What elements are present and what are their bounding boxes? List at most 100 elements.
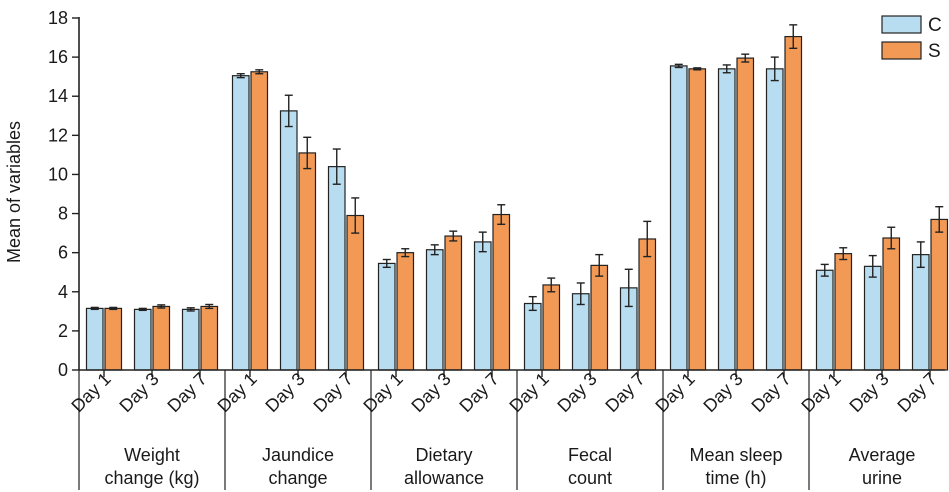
bar-s bbox=[104, 307, 123, 371]
x-tick-label: Day 1 bbox=[359, 369, 406, 416]
bar-s bbox=[492, 213, 511, 371]
bar-c bbox=[377, 262, 396, 371]
x-tick-label: Day 7 bbox=[163, 369, 210, 416]
group-label: urine bbox=[862, 468, 902, 488]
group-label: Dietary bbox=[415, 445, 472, 465]
x-tick-label: Day 1 bbox=[213, 369, 260, 416]
error-bar bbox=[138, 307, 147, 312]
error-bar bbox=[109, 306, 118, 311]
bar-s bbox=[736, 57, 755, 371]
error-bar bbox=[236, 73, 245, 79]
group-label: Jaundice bbox=[262, 445, 334, 465]
error-bar bbox=[674, 63, 683, 69]
error-bar bbox=[401, 248, 410, 258]
bar-c bbox=[327, 166, 346, 371]
bar-c bbox=[133, 308, 152, 371]
error-bar bbox=[643, 220, 652, 258]
x-tick-label: Day 3 bbox=[553, 369, 600, 416]
error-bar bbox=[528, 295, 537, 312]
group-label: Average bbox=[849, 445, 916, 465]
error-bar bbox=[887, 226, 896, 250]
error-bar bbox=[868, 254, 877, 278]
error-bar bbox=[186, 307, 195, 312]
bars bbox=[85, 24, 949, 371]
error-bar bbox=[624, 268, 633, 308]
bar-s bbox=[834, 253, 853, 371]
legend: CS bbox=[881, 15, 942, 62]
error-bar bbox=[351, 197, 360, 234]
error-bar bbox=[157, 304, 166, 309]
error-bar bbox=[255, 69, 264, 75]
error-bar bbox=[741, 53, 750, 63]
x-tick-label: Day 7 bbox=[747, 369, 794, 416]
x-tick-label: Day 3 bbox=[261, 369, 308, 416]
bar-c bbox=[765, 68, 784, 371]
x-tick-label: Day 3 bbox=[115, 369, 162, 416]
bar-s bbox=[298, 152, 317, 371]
y-tick-label: 12 bbox=[48, 125, 68, 145]
y-tick-label: 14 bbox=[48, 86, 68, 106]
error-bar bbox=[430, 244, 439, 256]
group-label: Weight bbox=[124, 445, 180, 465]
legend-swatch bbox=[881, 41, 922, 60]
y-tick-label: 2 bbox=[58, 321, 68, 341]
error-bar bbox=[284, 94, 293, 128]
bar-s bbox=[590, 264, 609, 371]
x-tick-label: Day 3 bbox=[845, 369, 892, 416]
group-label: count bbox=[568, 468, 612, 488]
group-label: Mean sleep bbox=[689, 445, 782, 465]
bar-s bbox=[638, 238, 657, 371]
error-bar bbox=[478, 231, 487, 253]
bar-s bbox=[396, 252, 415, 371]
error-bar bbox=[332, 148, 341, 185]
bar-s bbox=[152, 305, 171, 371]
group-label: allowance bbox=[404, 468, 484, 488]
x-tick-label: Day 3 bbox=[699, 369, 746, 416]
error-bar bbox=[90, 306, 99, 311]
bar-s bbox=[688, 68, 707, 371]
bar-s bbox=[250, 71, 269, 371]
x-tick-label: Day 7 bbox=[455, 369, 502, 416]
bar-c bbox=[523, 302, 542, 371]
error-bar bbox=[547, 277, 556, 293]
group-label: change bbox=[268, 468, 327, 488]
error-bar bbox=[576, 282, 585, 306]
bar-s bbox=[784, 35, 803, 371]
error-bar bbox=[789, 24, 798, 50]
bar-c bbox=[911, 254, 930, 371]
legend-label: S bbox=[928, 41, 941, 62]
x-tick-label: Day 7 bbox=[309, 369, 356, 416]
bar-c bbox=[473, 241, 492, 371]
bar-c bbox=[279, 110, 298, 371]
x-tick-label: Day 1 bbox=[797, 369, 844, 416]
bar-s bbox=[930, 218, 949, 371]
x-tick-label: Day 1 bbox=[651, 369, 698, 416]
y-tick-label: 18 bbox=[48, 8, 68, 28]
bar-s bbox=[542, 284, 561, 371]
bar-c bbox=[425, 249, 444, 371]
error-bar bbox=[820, 263, 829, 277]
error-bar bbox=[935, 206, 944, 233]
error-bar bbox=[382, 258, 391, 269]
x-tick-label: Day 7 bbox=[893, 369, 940, 416]
bar-c bbox=[863, 265, 882, 371]
y-tick-label: 10 bbox=[48, 164, 68, 184]
error-bar bbox=[770, 56, 779, 82]
bar-c bbox=[815, 269, 834, 371]
error-bar bbox=[449, 230, 458, 242]
x-tick-label: Day 1 bbox=[505, 369, 552, 416]
error-bar bbox=[916, 241, 925, 269]
y-axis-label: Mean of variables bbox=[4, 121, 24, 263]
x-tick-label: Day 7 bbox=[601, 369, 648, 416]
x-tick-label: Day 1 bbox=[67, 369, 114, 416]
error-bar bbox=[693, 67, 702, 71]
legend-swatch bbox=[881, 15, 922, 34]
group-label: time (h) bbox=[705, 468, 766, 488]
y-axis: 0 2 4 6 8 10 12 14 16 18 bbox=[48, 8, 80, 380]
group-label: change (kg) bbox=[104, 468, 199, 488]
error-bar bbox=[839, 247, 848, 261]
y-tick-label: 4 bbox=[58, 282, 68, 302]
legend-item-c: C bbox=[881, 15, 942, 36]
